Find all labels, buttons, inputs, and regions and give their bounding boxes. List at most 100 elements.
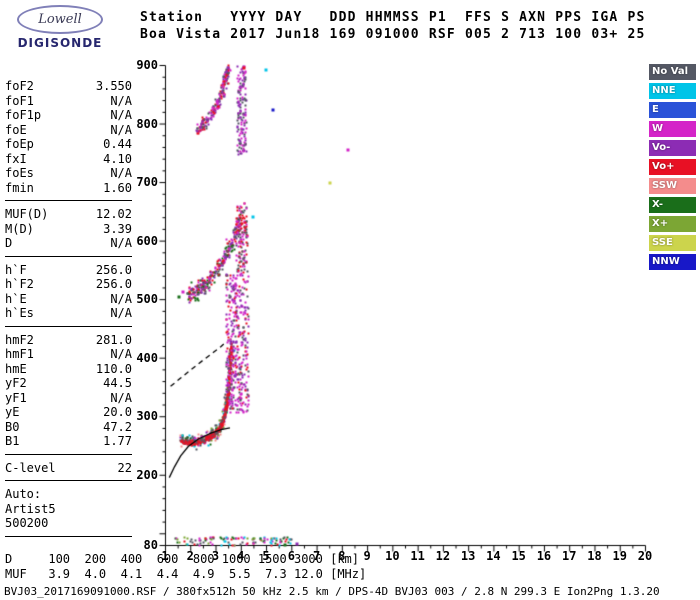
- param-label: yF2: [5, 376, 27, 390]
- param-label: Auto:: [5, 487, 42, 501]
- param-label: M(D): [5, 221, 34, 236]
- ionogram-canvas: [140, 55, 660, 560]
- param-label: h`F2: [5, 277, 34, 291]
- param-label: foF2: [5, 79, 34, 93]
- param-row: h`Es N/A: [5, 306, 132, 321]
- logo-brand: Lowell: [38, 12, 82, 27]
- param-label: 500200: [5, 516, 49, 530]
- param-row: foF1p N/A: [5, 108, 132, 123]
- param-value: N/A: [110, 122, 132, 137]
- param-row: C-level 22: [5, 461, 132, 476]
- param-separator: [5, 453, 132, 455]
- param-label: foEs: [5, 166, 34, 180]
- legend-item: Vo-: [649, 140, 696, 156]
- param-value: 44.5: [103, 376, 132, 390]
- param-row: hmF1 N/A: [5, 347, 132, 362]
- station-header-labels: Station YYYY DAY DDD HHMMSS P1 FFS S AXN…: [140, 10, 646, 25]
- param-separator: [5, 255, 132, 257]
- param-value: 20.0: [103, 405, 132, 419]
- param-label: foF1: [5, 93, 34, 108]
- param-row: yE 20.0: [5, 405, 132, 420]
- param-separator: [5, 200, 132, 201]
- param-row: hmE 110.0: [5, 362, 132, 377]
- logo-oval: Lowell: [17, 5, 103, 34]
- param-label: C-level: [5, 460, 56, 475]
- legend-item: SSE: [649, 235, 696, 251]
- param-row: Artist5: [5, 502, 132, 517]
- param-label: B0: [5, 419, 20, 434]
- param-label: D: [5, 236, 13, 250]
- param-row: foEs N/A: [5, 166, 132, 181]
- station-header: Station YYYY DAY DDD HHMMSS P1 FFS S AXN…: [140, 9, 646, 43]
- param-label: h`E: [5, 291, 27, 306]
- lowell-digisonde-logo: Lowell DIGISONDE: [8, 5, 112, 50]
- param-label: Artist5: [5, 501, 56, 516]
- param-value: 12.02: [95, 207, 132, 221]
- param-value: 3.550: [95, 79, 132, 93]
- param-row: foF1 N/A: [5, 94, 132, 109]
- param-label: MUF(D): [5, 207, 49, 221]
- param-value: N/A: [110, 347, 132, 361]
- param-value: 3.39: [103, 221, 132, 236]
- param-row: Auto:: [5, 487, 132, 502]
- status-line: BVJ03_2017169091000.RSF / 380fx512h 50 k…: [4, 585, 660, 598]
- param-row: 500200: [5, 516, 132, 531]
- param-row: yF2 44.5: [5, 376, 132, 391]
- param-value: 0.44: [103, 137, 132, 151]
- param-row: fmin 1.60: [5, 181, 132, 196]
- legend-item: No Val: [649, 64, 696, 80]
- legend-item: NNE: [649, 83, 696, 99]
- param-value: 1.60: [103, 180, 132, 195]
- param-row: h`F2 256.0: [5, 277, 132, 292]
- param-value: 47.2: [103, 419, 132, 434]
- param-separator: [5, 480, 132, 481]
- param-label: yE: [5, 405, 20, 419]
- param-label: hmF1: [5, 347, 34, 361]
- param-label: B1: [5, 434, 20, 448]
- param-value: N/A: [110, 236, 132, 250]
- param-value: 22: [117, 460, 132, 475]
- param-value: 256.0: [95, 262, 132, 277]
- param-row: foEp 0.44: [5, 137, 132, 152]
- d-muf-table: D 100 200 400 600 800 1000 1500 3000 [km…: [5, 552, 367, 581]
- param-value: 1.77: [103, 434, 132, 448]
- param-row: B1 1.77: [5, 434, 132, 449]
- legend-item: NNW: [649, 254, 696, 270]
- param-row: M(D) 3.39: [5, 222, 132, 237]
- param-value: N/A: [110, 108, 132, 122]
- legend-item: Vo+: [649, 159, 696, 175]
- param-label: yF1: [5, 390, 27, 405]
- param-label: foE: [5, 122, 27, 137]
- param-label: foEp: [5, 137, 34, 151]
- param-row: fxI 4.10: [5, 152, 132, 167]
- param-label: fxI: [5, 151, 27, 166]
- param-value: 256.0: [95, 277, 132, 291]
- param-row: foF2 3.550: [5, 79, 132, 94]
- legend-item: X+: [649, 216, 696, 232]
- param-label: h`F: [5, 262, 27, 277]
- param-separator: [5, 325, 132, 327]
- param-value: N/A: [110, 166, 132, 180]
- param-label: hmF2: [5, 332, 34, 347]
- param-row: D N/A: [5, 236, 132, 251]
- param-value: 4.10: [103, 151, 132, 166]
- logo-product: DIGISONDE: [17, 36, 103, 50]
- legend-item: W: [649, 121, 696, 137]
- param-row: yF1 N/A: [5, 391, 132, 406]
- param-value: N/A: [110, 390, 132, 405]
- param-value: 110.0: [95, 361, 132, 376]
- param-value: 281.0: [95, 332, 132, 347]
- legend-item: SSW: [649, 178, 696, 194]
- param-value: N/A: [110, 291, 132, 306]
- param-label: foF1p: [5, 108, 42, 122]
- param-row: MUF(D) 12.02: [5, 207, 132, 222]
- param-value: N/A: [110, 306, 132, 320]
- param-row: foE N/A: [5, 123, 132, 138]
- param-row: h`F 256.0: [5, 263, 132, 278]
- param-label: hmE: [5, 361, 27, 376]
- param-label: h`Es: [5, 306, 34, 320]
- legend-item: E: [649, 102, 696, 118]
- parameters-panel: foF2 3.550 foF1 N/A foF1p N/A foE N/A foEp 0.44 fx…: [5, 79, 132, 543]
- param-row: hmF2 281.0: [5, 333, 132, 348]
